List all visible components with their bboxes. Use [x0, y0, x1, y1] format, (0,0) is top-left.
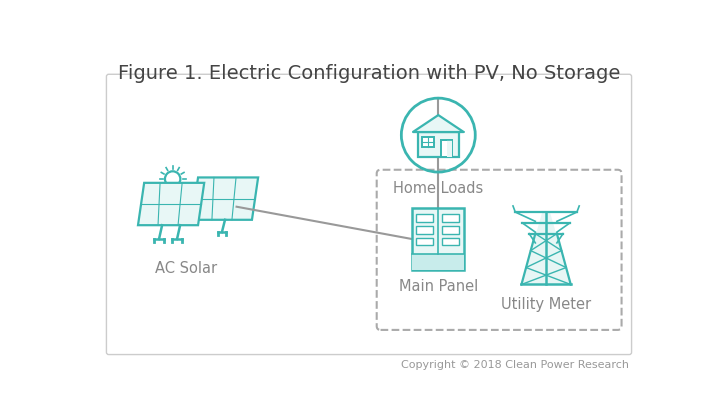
Text: Home Loads: Home Loads — [393, 181, 483, 196]
Polygon shape — [138, 183, 204, 225]
Bar — [442, 237, 459, 245]
Bar — [416, 214, 433, 222]
Bar — [442, 226, 459, 234]
Text: Main Panel: Main Panel — [399, 279, 478, 294]
Text: Copyright © 2018 Clean Power Research: Copyright © 2018 Clean Power Research — [401, 360, 629, 370]
Polygon shape — [192, 177, 258, 220]
Bar — [422, 136, 434, 147]
Bar — [447, 140, 452, 157]
Bar — [418, 132, 459, 157]
FancyBboxPatch shape — [107, 74, 631, 354]
Bar — [442, 214, 459, 222]
FancyBboxPatch shape — [377, 170, 621, 330]
Polygon shape — [413, 115, 464, 132]
Bar — [416, 237, 433, 245]
Text: AC Solar: AC Solar — [155, 260, 217, 276]
Bar — [412, 208, 464, 270]
Polygon shape — [521, 212, 571, 284]
Bar — [416, 226, 433, 234]
Text: Figure 1. Electric Configuration with PV, No Storage: Figure 1. Electric Configuration with PV… — [118, 64, 620, 83]
Bar — [441, 140, 452, 157]
Bar — [412, 255, 464, 270]
Text: Utility Meter: Utility Meter — [501, 297, 591, 312]
